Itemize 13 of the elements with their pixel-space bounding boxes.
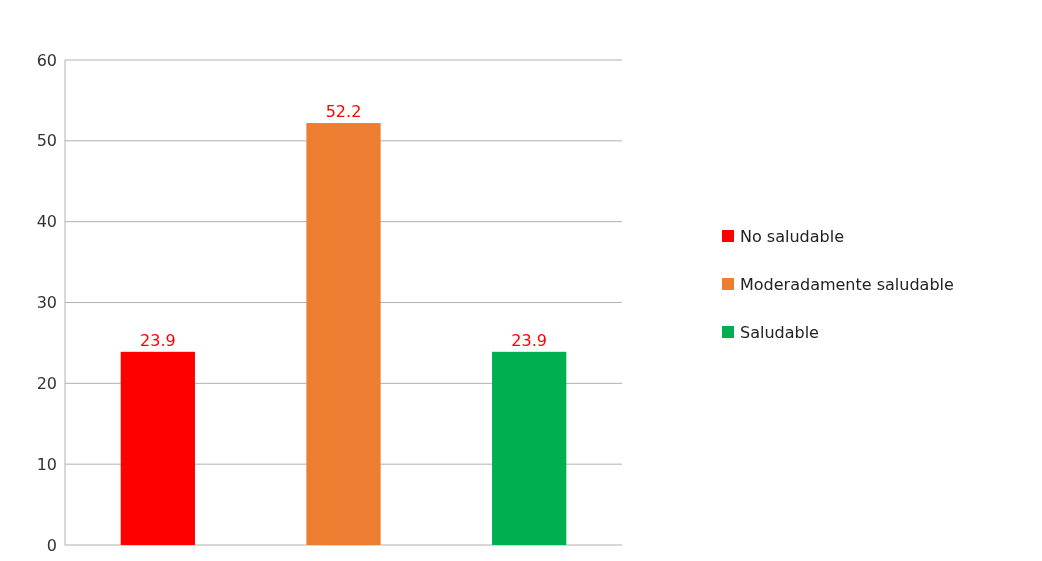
data-label: 23.9 (140, 330, 176, 350)
y-tick-label: 10 (36, 454, 57, 474)
y-tick-label: 60 (36, 50, 57, 70)
y-tick-label: 40 (36, 212, 57, 232)
data-label: 23.9 (511, 330, 547, 350)
legend-label: No saludable (740, 226, 844, 246)
legend-label: Moderadamente saludable (740, 274, 954, 294)
y-tick-label: 0 (46, 535, 57, 555)
data-label: 52.2 (325, 102, 362, 122)
y-tick-label: 50 (36, 131, 57, 151)
y-tick-label: 20 (36, 373, 57, 393)
legend-label: Saludable (740, 322, 819, 342)
y-tick-label: 30 (36, 293, 57, 313)
